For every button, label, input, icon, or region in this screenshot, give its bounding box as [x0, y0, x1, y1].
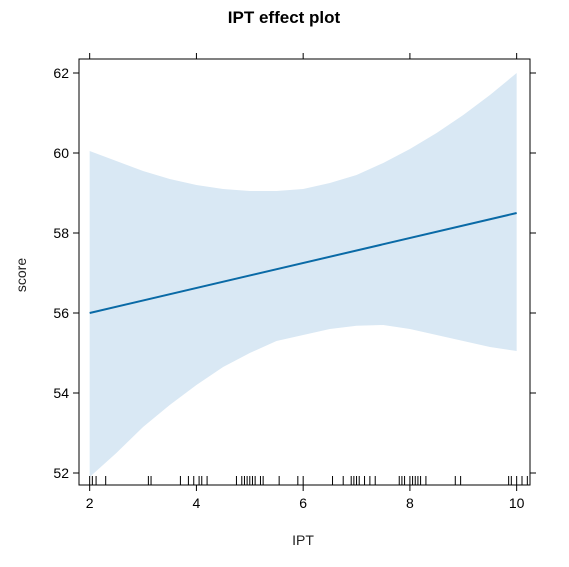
x-tick-label: 2	[86, 495, 94, 511]
y-axis-label: score	[13, 258, 29, 292]
y-tick-label: 58	[53, 225, 69, 241]
y-tick-label: 62	[53, 65, 69, 81]
y-tick-label: 52	[53, 465, 69, 481]
y-tick-label: 56	[53, 305, 69, 321]
x-tick-label: 6	[299, 495, 307, 511]
y-tick-label: 54	[53, 385, 69, 401]
x-tick-label: 4	[193, 495, 201, 511]
x-tick-label: 8	[406, 495, 414, 511]
plot-frame	[78, 58, 531, 486]
axes: 2 4 6 8 10 52 54 56 58 60 62	[53, 53, 536, 511]
effect-line-0	[89, 212, 517, 314]
plot-area	[89, 73, 528, 485]
confidence-band	[89, 73, 517, 477]
y-tick-label: 60	[53, 145, 69, 161]
x-axis-label: IPT	[292, 532, 314, 548]
x-tick-label: 10	[509, 495, 525, 511]
chart-title: IPT effect plot	[228, 8, 341, 27]
